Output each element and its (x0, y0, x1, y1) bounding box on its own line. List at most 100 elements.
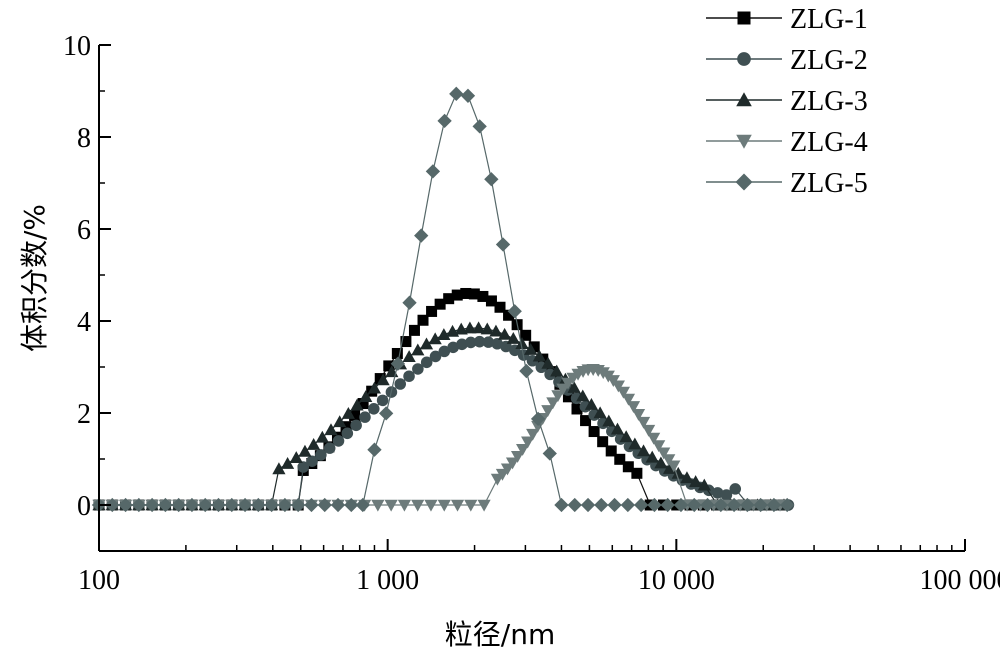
y-tick-label: 2 (77, 399, 91, 430)
data-point (530, 411, 546, 427)
data-point (597, 436, 609, 448)
data-point (272, 462, 286, 475)
data-point (571, 403, 583, 415)
data-point (277, 497, 293, 513)
data-point (171, 497, 186, 513)
data-point (689, 475, 703, 488)
data-point (408, 324, 420, 336)
x-tick-label: 1 000 (356, 565, 419, 596)
data-point (280, 456, 295, 469)
data-point (654, 456, 668, 469)
data-point (383, 360, 395, 372)
data-point (264, 497, 279, 513)
data-point (605, 445, 617, 457)
data-point (332, 435, 345, 447)
data-point (105, 497, 120, 513)
data-point (298, 444, 312, 457)
data-point (631, 467, 643, 479)
x-tick-label: 100 000 (920, 565, 1000, 596)
data-point (434, 298, 446, 310)
data-point (713, 497, 728, 513)
data-point (551, 390, 565, 403)
data-point (333, 415, 347, 428)
data-point (368, 403, 380, 415)
y-tick-label: 10 (63, 31, 91, 62)
data-point (500, 463, 515, 476)
data-point (349, 409, 361, 421)
data-point (460, 88, 476, 103)
data-point (400, 336, 412, 348)
data-point (622, 461, 634, 473)
data-point (494, 301, 506, 313)
data-point (480, 322, 494, 335)
y-tick-label: 0 (77, 491, 91, 522)
data-point (463, 321, 477, 334)
data-point (489, 324, 503, 337)
legend-marker (737, 52, 751, 66)
data-point (532, 349, 546, 362)
data-point (766, 497, 782, 513)
x-tick-label: 10 000 (638, 565, 715, 596)
legend-item: ZLG-4 (706, 127, 868, 158)
data-point (528, 341, 540, 353)
data-point (473, 335, 486, 348)
data-point (645, 450, 659, 463)
data-point (429, 350, 442, 363)
series-ZLG-2 (93, 335, 795, 511)
data-point (620, 497, 636, 513)
data-point (402, 350, 416, 363)
data-point (652, 440, 666, 453)
data-point (729, 483, 742, 495)
data-point (456, 338, 468, 351)
data-point (726, 497, 742, 513)
data-point (118, 497, 133, 513)
data-point (515, 337, 529, 349)
series-ZLG-5 (91, 86, 795, 513)
data-point (384, 499, 398, 512)
data-point (541, 405, 555, 417)
data-point (471, 321, 486, 334)
data-point (357, 398, 369, 410)
data-point (550, 364, 564, 377)
data-point (443, 293, 455, 305)
data-point (584, 398, 599, 410)
data-point (291, 497, 306, 513)
data-point (367, 381, 382, 394)
data-point (562, 391, 574, 403)
data-point (667, 460, 681, 473)
data-point (485, 295, 497, 307)
data-point (304, 497, 319, 513)
data-point (158, 497, 173, 513)
data-point (371, 499, 385, 512)
data-point (628, 437, 642, 450)
data-point (447, 341, 459, 354)
data-point (211, 497, 226, 513)
data-point (376, 373, 390, 386)
data-point (484, 172, 499, 187)
data-point (350, 419, 362, 432)
data-point (505, 457, 520, 470)
legend-item: ZLG-1 (706, 4, 868, 35)
legend-label: ZLG-5 (790, 168, 868, 199)
data-point (524, 343, 538, 355)
data-point (503, 309, 515, 321)
data-point (556, 383, 570, 396)
data-point (482, 336, 495, 348)
data-point (426, 305, 438, 317)
data-point (621, 393, 636, 406)
y-tick-label: 6 (77, 215, 91, 246)
legend-marker (737, 11, 751, 25)
legend-item: ZLG-2 (706, 45, 868, 76)
legend-item: ZLG-3 (706, 86, 868, 117)
data-point (567, 381, 581, 393)
data-point (450, 499, 465, 512)
data-point (687, 497, 702, 513)
data-point (468, 288, 480, 300)
data-point (580, 497, 596, 513)
data-point (633, 497, 649, 513)
data-point (546, 397, 560, 410)
data-point (289, 451, 303, 464)
data-point (306, 455, 318, 467)
x-axis: 100 1 000 10 000 100 000 (78, 539, 1000, 596)
data-point (576, 389, 590, 402)
